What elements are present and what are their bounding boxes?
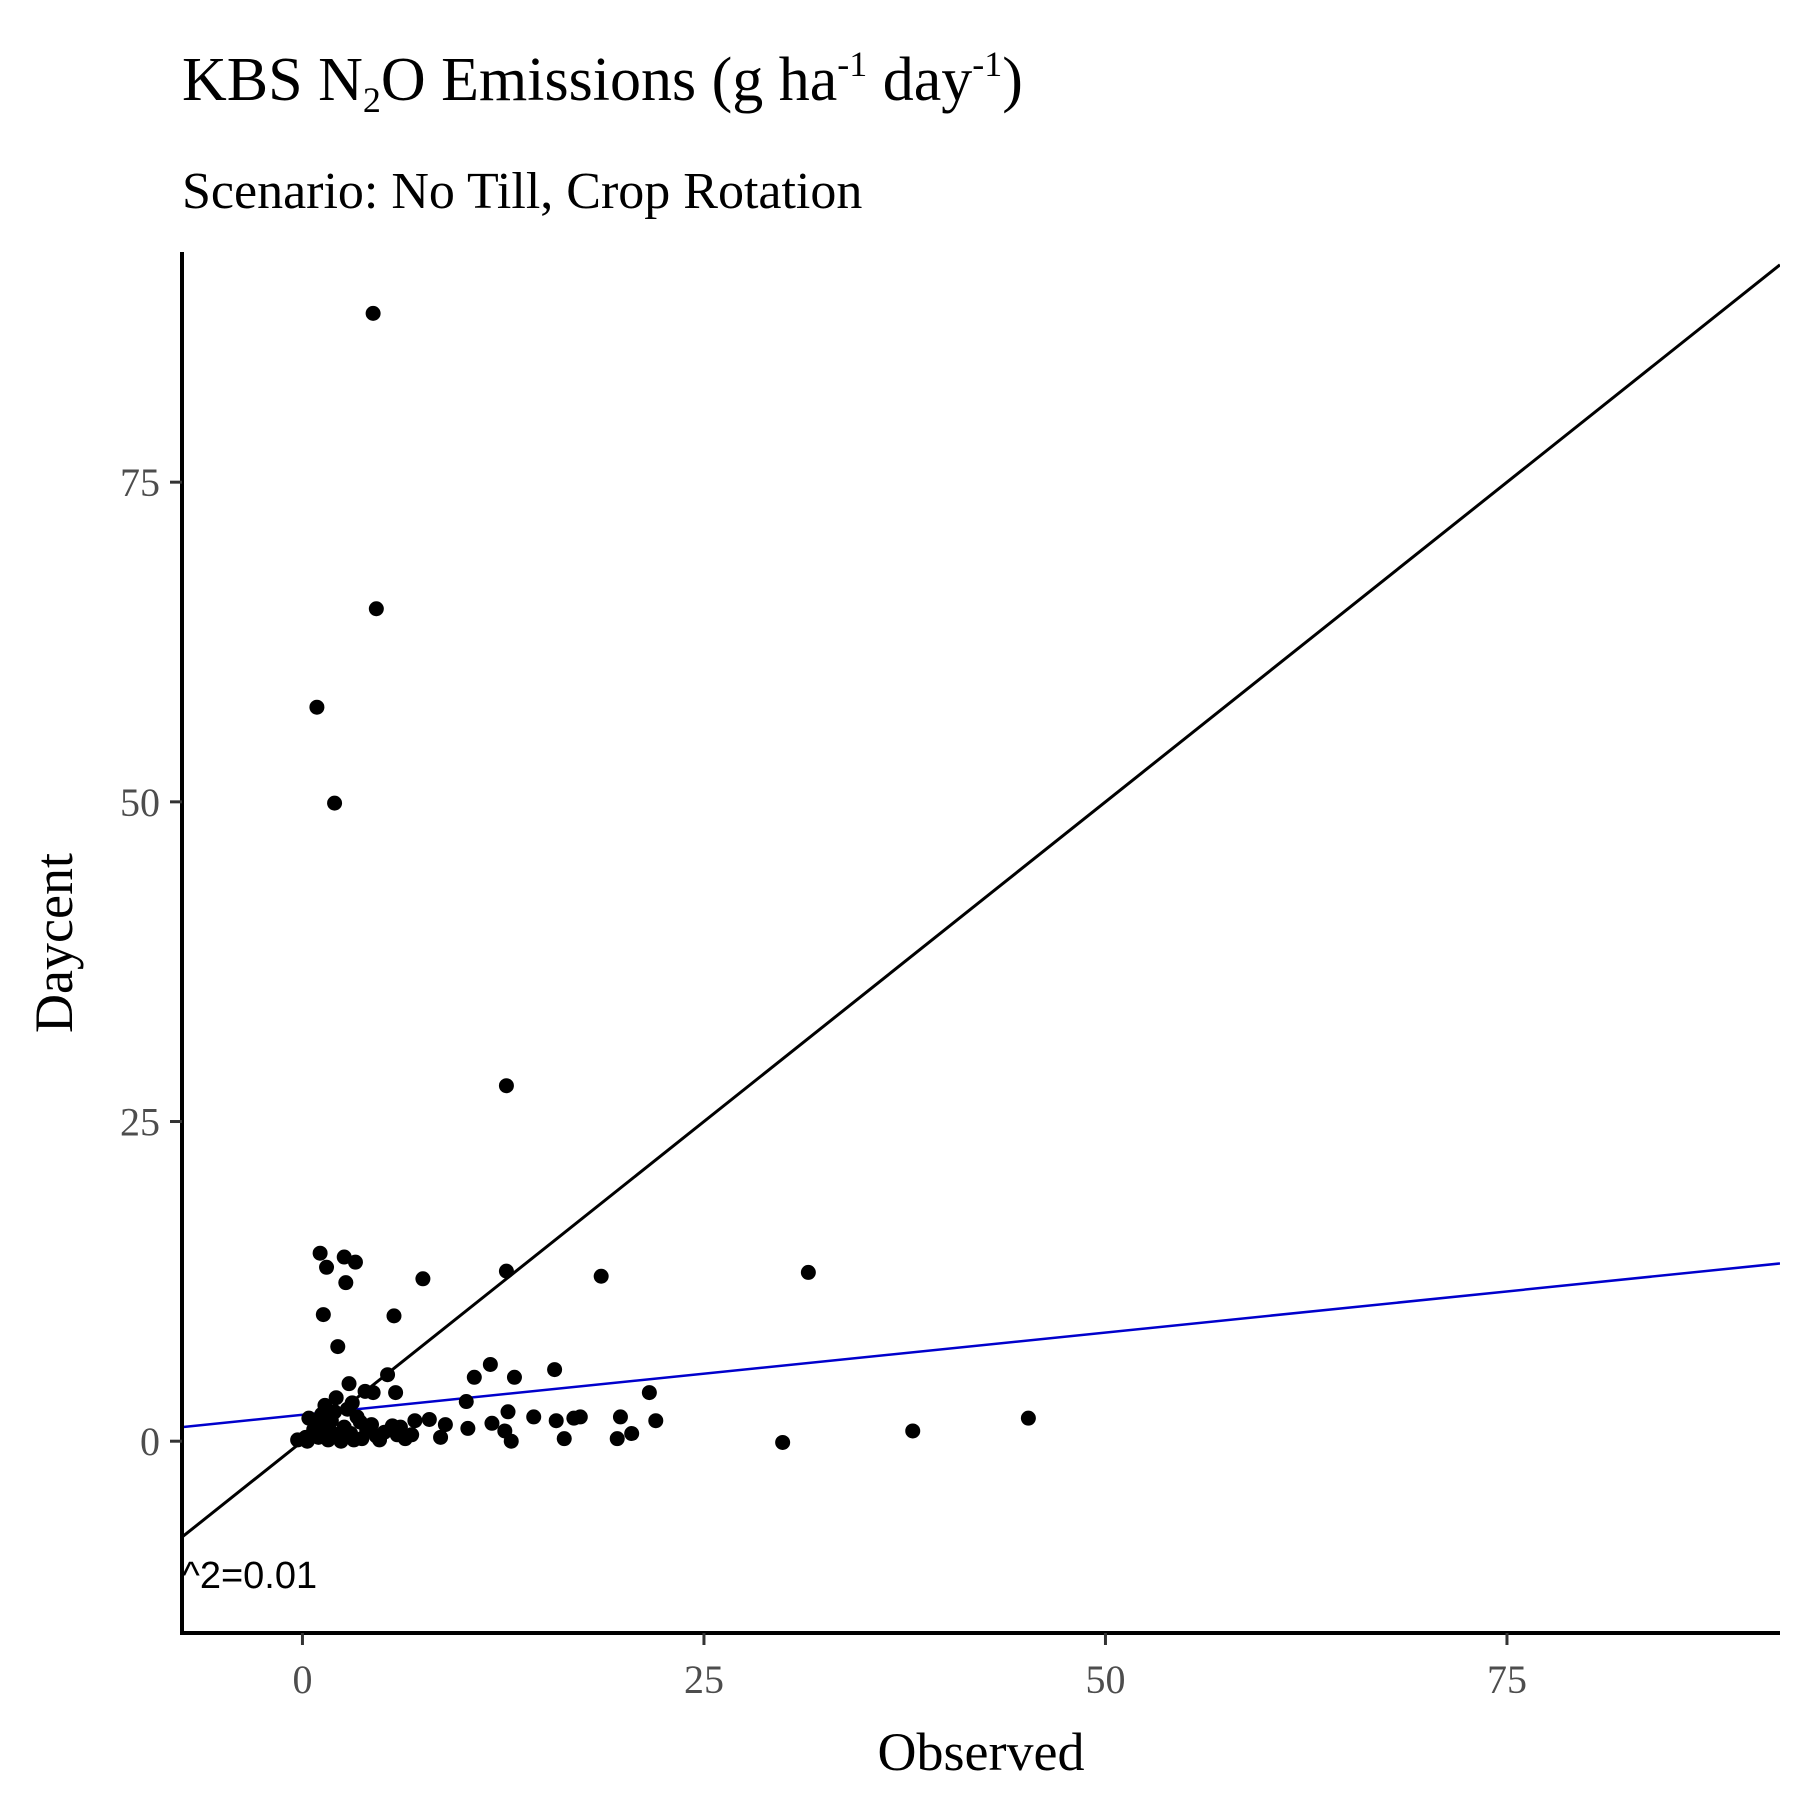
data-point <box>526 1409 542 1425</box>
data-point <box>290 1432 306 1448</box>
x-axis-ticks: 0 25 50 75 <box>292 1633 1527 1702</box>
data-point <box>301 1410 317 1426</box>
y-tick-label: 75 <box>120 460 160 505</box>
data-point <box>415 1271 431 1287</box>
data-point <box>437 1417 453 1433</box>
title-part-4: day <box>867 46 972 114</box>
data-point <box>368 1428 384 1444</box>
data-point <box>503 1433 519 1449</box>
y-axis-ticks: 0 25 50 75 <box>120 460 182 1464</box>
data-point <box>905 1423 921 1439</box>
data-point <box>800 1264 816 1280</box>
x-tick-label: 25 <box>684 1657 724 1702</box>
data-point <box>327 1404 343 1420</box>
data-point <box>312 1245 328 1261</box>
data-point <box>498 1263 514 1279</box>
identity-line <box>182 263 1780 1539</box>
data-point <box>330 1339 346 1355</box>
data-point <box>336 1249 352 1265</box>
data-point <box>339 1401 355 1417</box>
data-point <box>547 1362 563 1378</box>
chart-title: KBS N2O Emissions (g ha-1 day-1) <box>182 44 1023 120</box>
data-point <box>775 1434 791 1450</box>
data-point <box>380 1367 396 1383</box>
data-point <box>572 1409 588 1425</box>
data-point <box>352 1414 368 1430</box>
data-point <box>314 1406 330 1422</box>
title-part-6: ) <box>1002 46 1023 114</box>
data-point <box>407 1413 423 1429</box>
data-point <box>347 1254 363 1270</box>
data-point <box>421 1411 437 1427</box>
data-point <box>306 1422 322 1438</box>
title-part-1: 2 <box>363 80 381 120</box>
data-point <box>460 1420 476 1436</box>
data-point <box>388 1385 404 1401</box>
data-point <box>365 305 381 321</box>
data-point <box>641 1385 657 1401</box>
data-point <box>365 1385 381 1401</box>
data-point <box>346 1432 362 1448</box>
data-point <box>609 1431 625 1447</box>
data-point <box>556 1431 572 1447</box>
data-point <box>548 1413 564 1429</box>
data-point <box>484 1415 500 1431</box>
data-point <box>404 1427 420 1443</box>
data-point <box>500 1404 516 1420</box>
title-part-2: O Emissions (g ha <box>381 46 837 114</box>
data-point <box>389 1427 405 1443</box>
x-tick-label: 50 <box>1085 1657 1125 1702</box>
data-point <box>612 1409 628 1425</box>
data-point <box>1020 1410 1036 1426</box>
data-point <box>458 1394 474 1410</box>
data-point <box>498 1078 514 1094</box>
title-part-5: -1 <box>972 44 1002 84</box>
data-point <box>506 1369 522 1385</box>
data-point <box>368 601 384 617</box>
regression-line <box>182 1262 1780 1429</box>
data-point <box>648 1413 664 1429</box>
title-part-0: KBS N <box>182 46 363 114</box>
data-point <box>327 795 343 811</box>
r-squared-annotation: ^2=0.01 <box>182 1555 317 1597</box>
data-point <box>338 1275 354 1291</box>
x-tick-label: 0 <box>292 1657 312 1702</box>
data-point <box>341 1376 357 1392</box>
chart-subtitle: Scenario: No Till, Crop Rotation <box>182 163 862 220</box>
y-tick-label: 0 <box>140 1419 160 1464</box>
plot-lines <box>182 263 1780 1539</box>
y-axis-title: Daycent <box>24 853 84 1033</box>
data-point <box>624 1426 640 1442</box>
plot-points <box>290 305 1036 1450</box>
data-point <box>309 699 325 715</box>
data-point <box>593 1268 609 1284</box>
data-point <box>466 1369 482 1385</box>
data-point <box>433 1429 449 1445</box>
data-point <box>482 1356 498 1372</box>
x-axis-title: Observed <box>878 1722 1085 1782</box>
x-tick-label: 75 <box>1487 1657 1527 1702</box>
title-part-3: -1 <box>837 44 867 84</box>
data-point <box>386 1308 402 1324</box>
data-point <box>319 1259 335 1275</box>
y-tick-label: 25 <box>120 1100 160 1145</box>
data-point <box>325 1426 341 1442</box>
data-point <box>328 1390 344 1406</box>
data-point <box>315 1307 331 1323</box>
data-point <box>364 1417 380 1433</box>
y-tick-label: 50 <box>120 780 160 825</box>
